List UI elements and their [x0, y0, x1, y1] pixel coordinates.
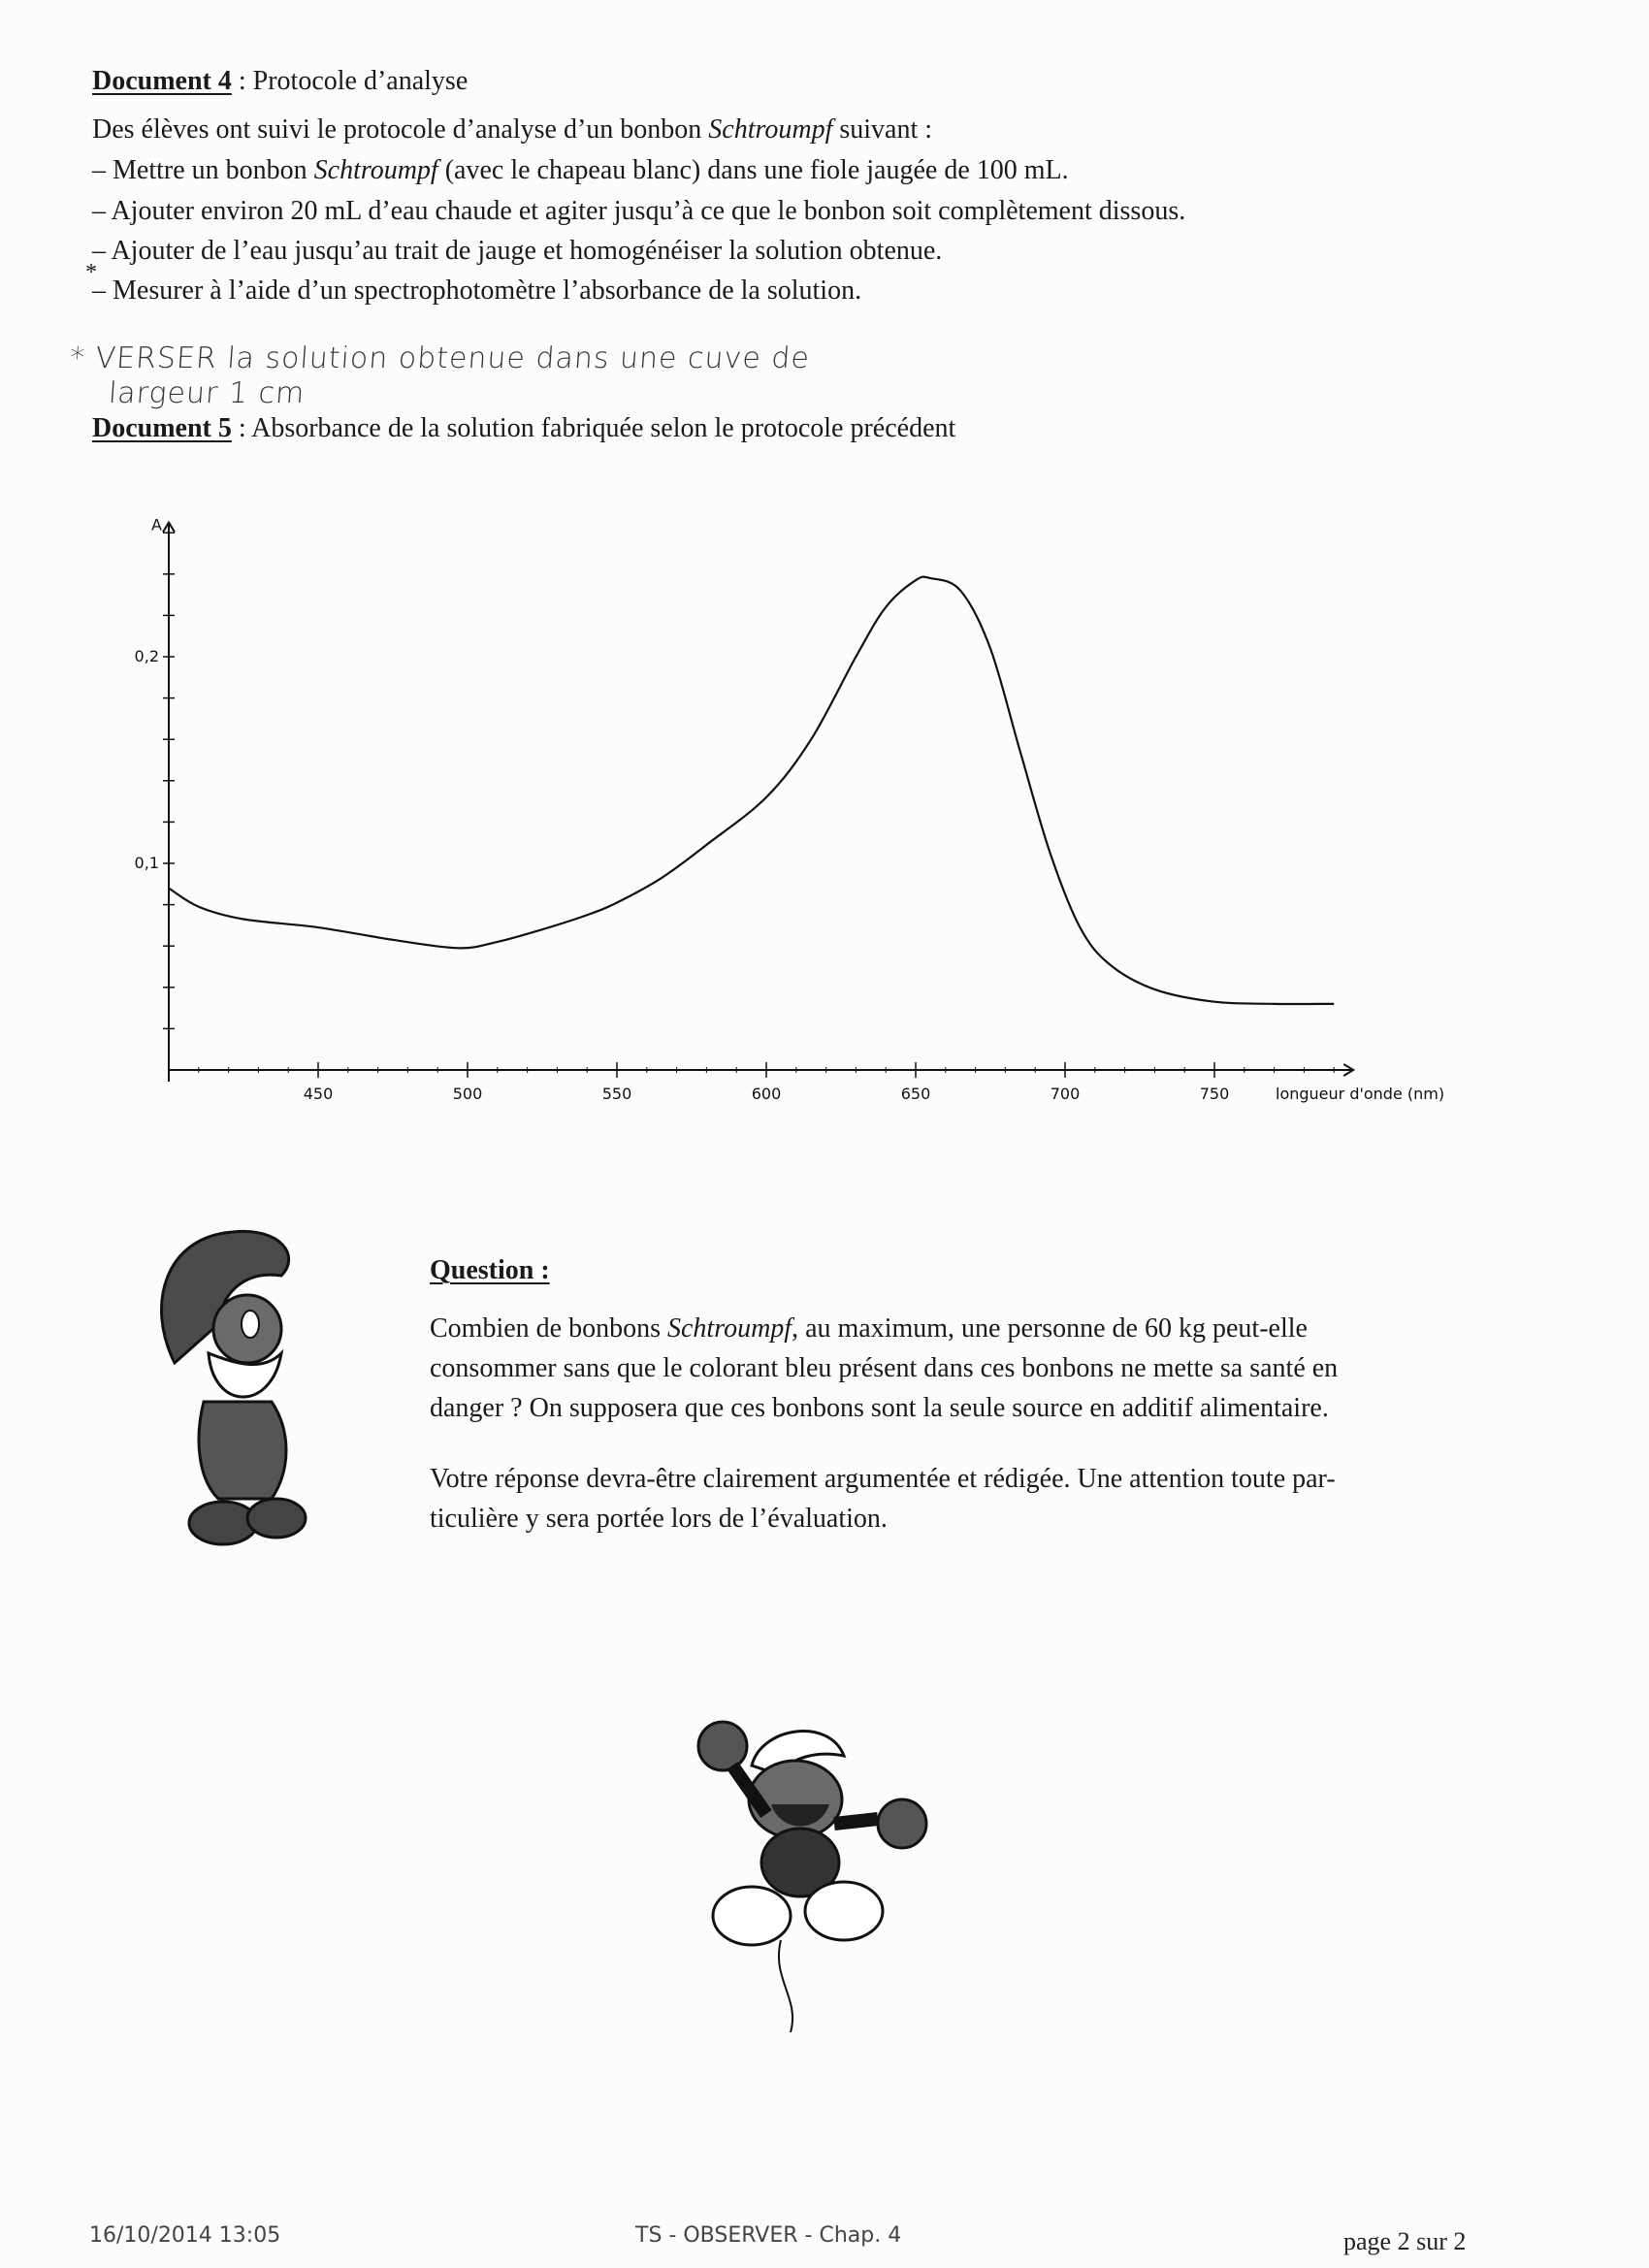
handwritten-note-line2: largeur 1 cm: [107, 376, 307, 410]
question-text-end: , au maximum, une personne de 60 kg peut…: [792, 1313, 1308, 1344]
absorbance-chart: 0,1 0,2 450 500 550 600 650 700 750 A longueur d…: [135, 516, 1445, 1103]
handwritten-asterisk: *: [85, 260, 97, 285]
step-4: – Mesurer à l’aide d’un spectrophotomètr…: [92, 275, 861, 307]
x-tick-label: 550: [602, 1085, 632, 1103]
doc5-title: Document 5: [92, 413, 232, 443]
step-text: – Mesurer à l’aide d’un spectrophotomètr…: [92, 275, 862, 306]
x-axis-label: longueur d'onde (nm): [1276, 1085, 1444, 1103]
x-tick-label: 600: [752, 1085, 782, 1103]
x-tick-label: 700: [1051, 1085, 1081, 1103]
y-axis-arrow: [162, 520, 176, 534]
doc4-title: Document 4: [92, 66, 232, 96]
absorbance-curve: [168, 575, 1335, 1006]
x-axis-arrow: [1342, 1063, 1356, 1077]
y-tick-label: 0,2: [135, 647, 159, 665]
footer-page-number: page 2 sur 2: [1343, 2227, 1467, 2255]
y-tick-label: 0,1: [135, 854, 159, 872]
intro-text-end: suivant :: [832, 114, 933, 145]
smurf-illustration-standing: [160, 1229, 307, 1546]
x-tick-label: 750: [1200, 1085, 1230, 1103]
x-tick-label: 650: [901, 1085, 931, 1103]
doc4-heading: Document 4 : Protocole d’analyse: [92, 66, 468, 97]
y-axis-label: A: [151, 516, 162, 535]
doc5-subtitle: : Absorbance de la solution fabriquée se…: [231, 413, 956, 443]
question-line-3: danger ? On supposera que ces bonbons so…: [430, 1393, 1329, 1423]
question-em: Schtroumpf: [667, 1313, 792, 1344]
question-line-1: Combien de bonbons Schtroumpf, au maximu…: [430, 1313, 1308, 1345]
doc4-intro: Des élèves ont suivi le protocole d’anal…: [92, 114, 932, 146]
step-text: – Ajouter de l’eau jusqu’au trait de jau…: [92, 236, 943, 266]
handwritten-note-line1: * VERSER la solution obtenue dans une cu…: [68, 341, 812, 375]
x-tick-label: 450: [304, 1085, 334, 1103]
step-text: – Ajouter environ 20 mL d’eau chaude et …: [92, 196, 1186, 226]
instruction-line-1: Votre réponse devra-être clairement argu…: [430, 1464, 1336, 1494]
question-title: Question :: [430, 1255, 550, 1285]
step-3: – Ajouter de l’eau jusqu’au trait de jau…: [92, 236, 942, 267]
doc4-subtitle: : Protocole d’analyse: [231, 66, 469, 96]
question-text: Combien de bonbons: [430, 1313, 667, 1344]
instruction-line-2: ticulière y sera portée lors de l’évalua…: [430, 1504, 888, 1534]
doc5-heading: Document 5 : Absorbance de la solution f…: [92, 413, 955, 444]
step-1: – Mettre un bonbon Schtroumpf (avec le c…: [92, 155, 1069, 186]
step-2: – Ajouter environ 20 mL d’eau chaude et …: [92, 196, 1185, 227]
question-line-2: consommer sans que le colorant bleu prés…: [430, 1353, 1339, 1383]
step-text: – Mettre un bonbon: [92, 155, 314, 185]
footer-course: TS - OBSERVER - Chap. 4: [635, 2223, 902, 2248]
intro-em: Schtroumpf: [708, 114, 833, 145]
x-tick-label: 500: [453, 1085, 483, 1103]
footer-datetime: 16/10/2014 13:05: [89, 2223, 281, 2248]
step-em: Schtroumpf: [313, 155, 438, 185]
step-text-end: (avec le chapeau blanc) dans une fiole j…: [437, 155, 1069, 185]
intro-text: Des élèves ont suivi le protocole d’anal…: [92, 114, 709, 145]
smurf-illustration-jumping: [696, 1720, 928, 2033]
